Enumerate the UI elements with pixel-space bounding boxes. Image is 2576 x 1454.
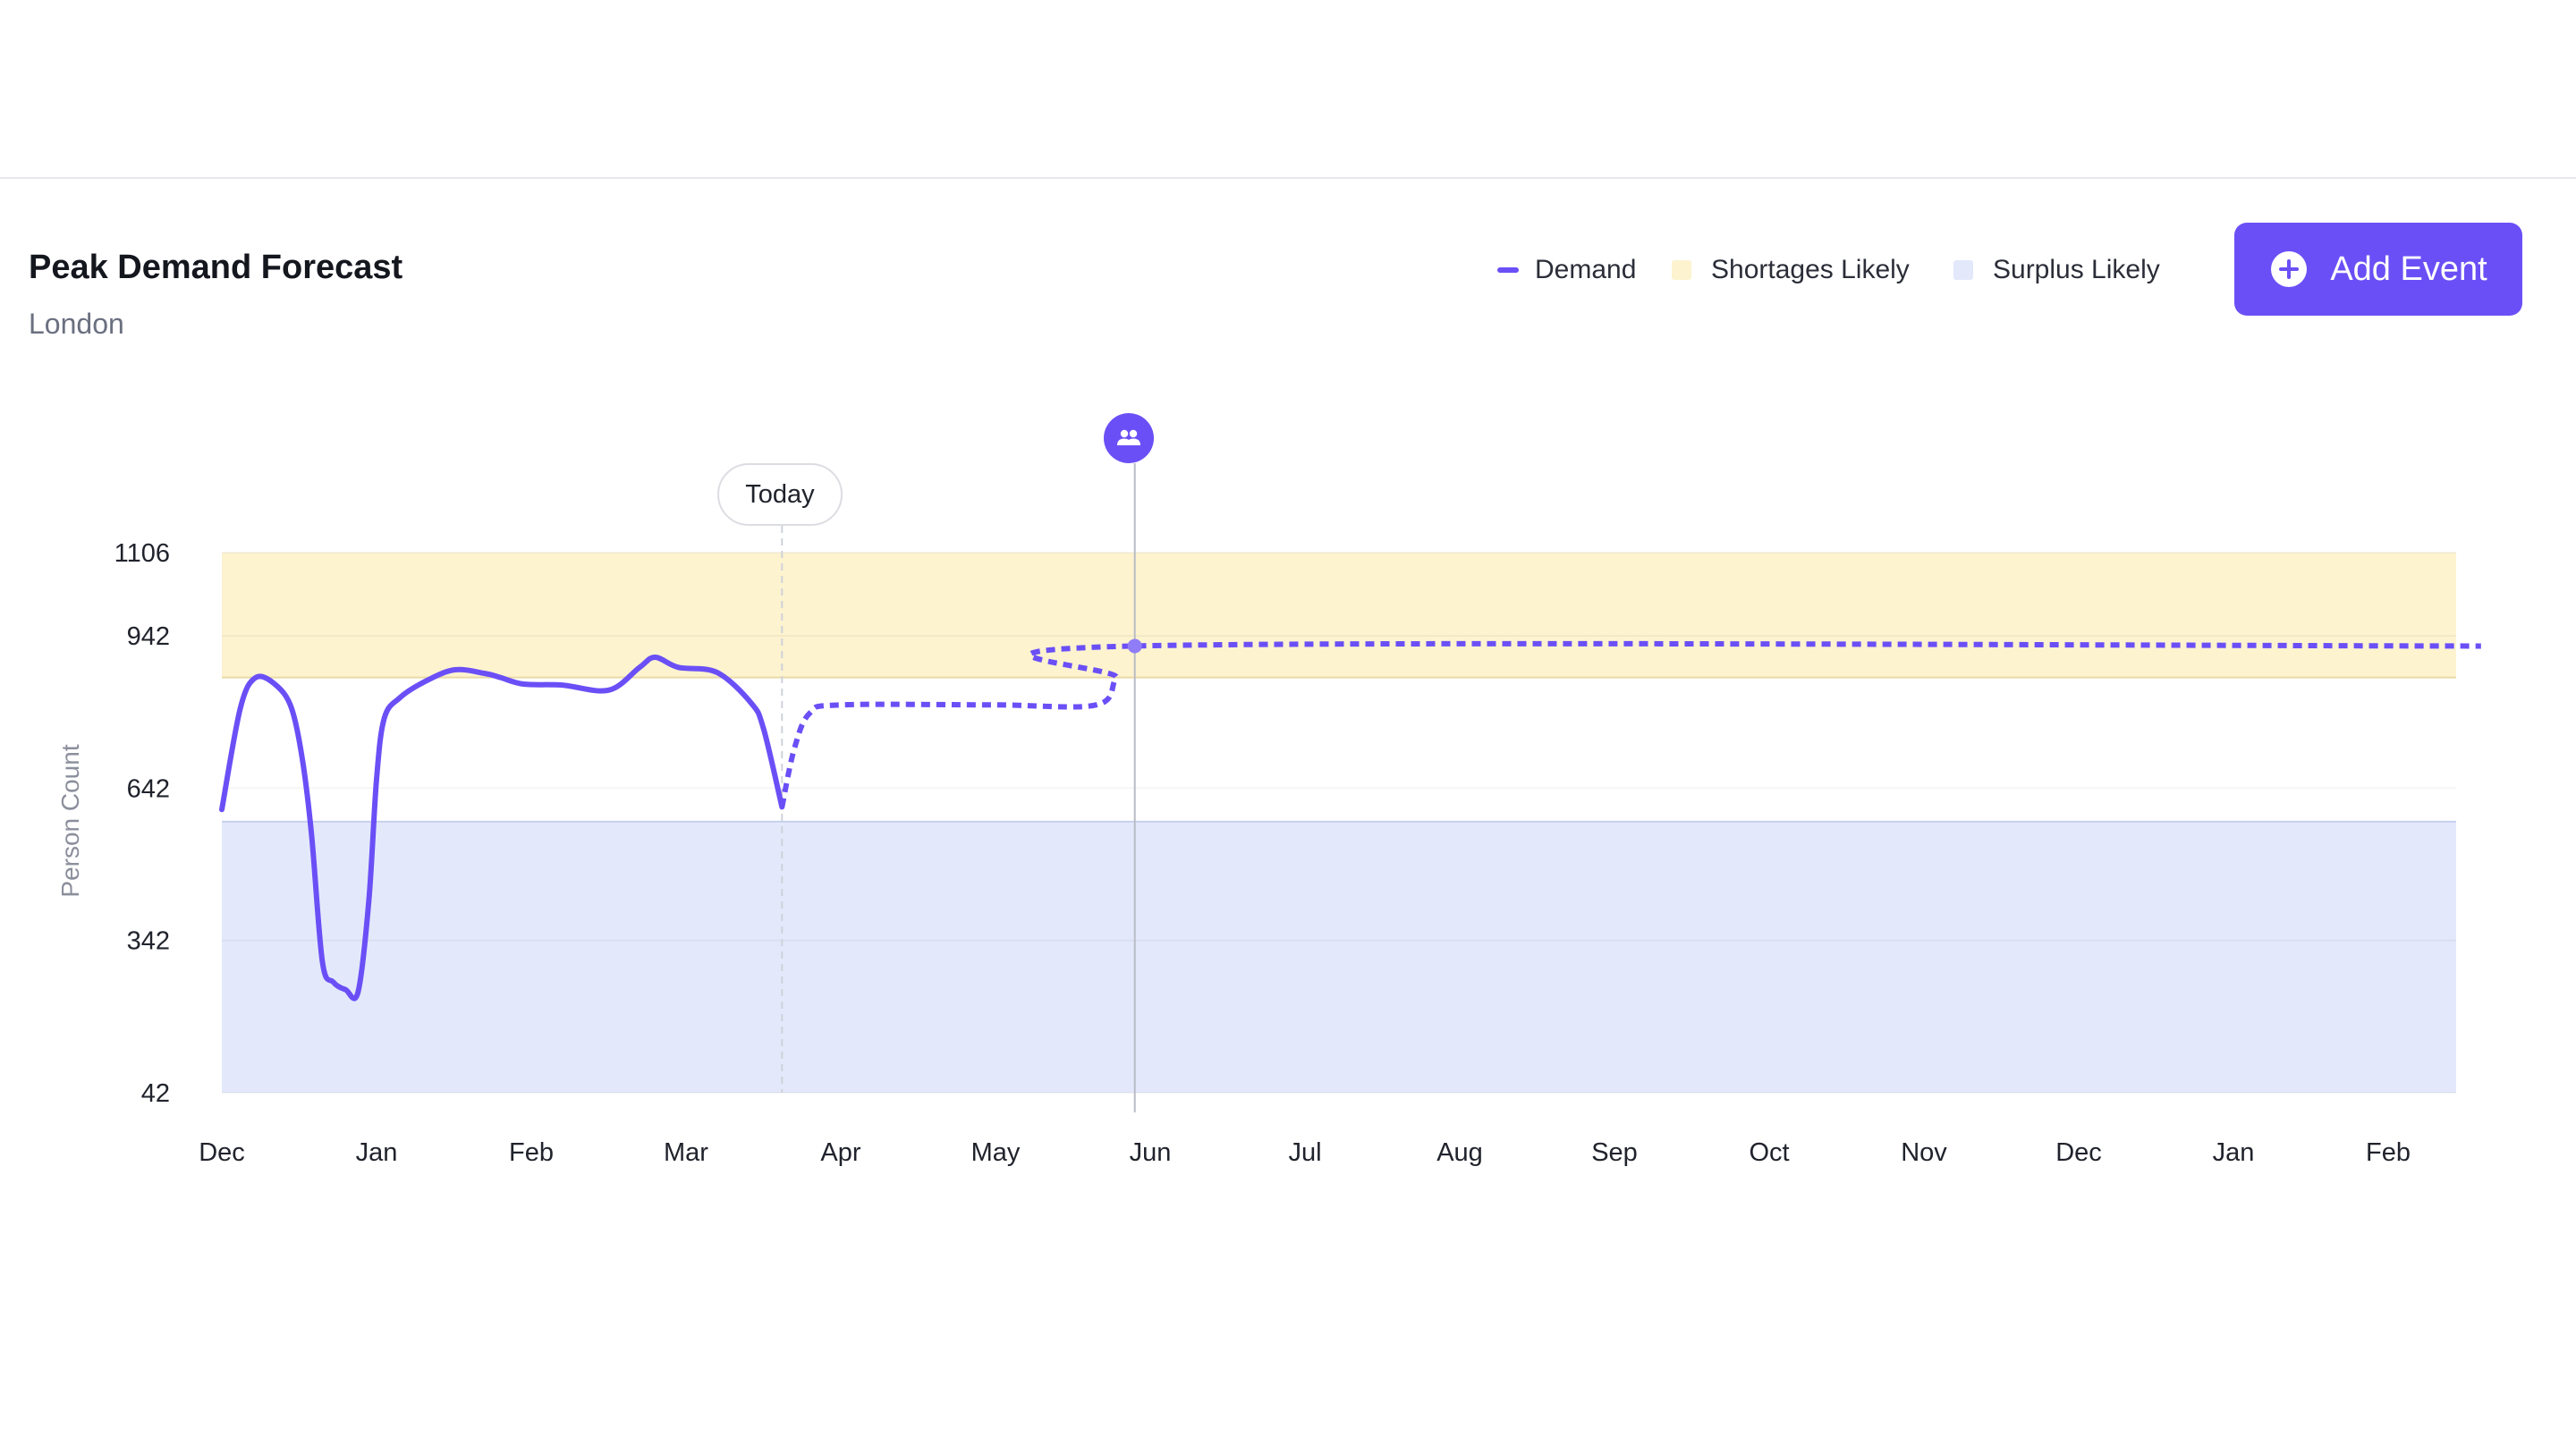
- legend-item-surplus: Surplus Likely: [1953, 250, 2160, 290]
- x-tick-label: May: [971, 1138, 1021, 1167]
- demand-series-solid: [219, 654, 785, 1002]
- today-marker-label: Today: [717, 463, 843, 526]
- demand-line-swatch-icon: [1497, 267, 1519, 273]
- x-tick-label: Mar: [664, 1138, 708, 1167]
- location-subtitle: London: [29, 308, 124, 340]
- x-tick-label: Sep: [1591, 1138, 1638, 1167]
- x-tick-label: Dec: [199, 1138, 245, 1167]
- y-tick-label: 42: [141, 1079, 170, 1108]
- x-tick-label: Nov: [1901, 1138, 1947, 1167]
- band-1: [222, 821, 2456, 1093]
- x-tick-label: Feb: [509, 1138, 554, 1167]
- add-event-button[interactable]: Add Event: [2234, 223, 2522, 316]
- y-axis-label: Person Count: [56, 744, 84, 897]
- page-title: Peak Demand Forecast: [29, 249, 403, 286]
- legend-label-shortages: Shortages Likely: [1711, 255, 1910, 284]
- demand-series-dashed: [779, 640, 2481, 808]
- shortages-swatch-icon: [1672, 260, 1691, 280]
- x-tick-label: Jan: [2213, 1138, 2255, 1167]
- surplus-swatch-icon: [1953, 260, 1973, 280]
- x-tick-label: Jan: [356, 1138, 398, 1167]
- top-divider: [0, 177, 2576, 179]
- x-tick-label: Feb: [2366, 1138, 2411, 1167]
- y-tick-label: 942: [127, 622, 170, 651]
- y-tick-label: 1106: [114, 539, 170, 568]
- x-tick-label: Dec: [2055, 1138, 2102, 1167]
- legend-label-surplus: Surplus Likely: [1993, 255, 2160, 284]
- plus-circle-icon: [2271, 251, 2308, 287]
- y-tick-label: 342: [127, 927, 170, 956]
- legend-item-demand: Demand: [1497, 250, 1636, 290]
- legend-item-shortages: Shortages Likely: [1672, 250, 1910, 290]
- add-event-label: Add Event: [2330, 249, 2487, 288]
- band-0: [222, 553, 2456, 678]
- x-tick-label: Jun: [1130, 1138, 1172, 1167]
- event-point: [1127, 638, 1142, 654]
- y-tick-label: 642: [127, 774, 170, 803]
- x-tick-label: Oct: [1749, 1138, 1789, 1167]
- event-marker[interactable]: [1104, 413, 1154, 463]
- x-tick-label: Jul: [1288, 1138, 1321, 1167]
- x-tick-label: Apr: [820, 1138, 860, 1167]
- x-tick-label: Aug: [1436, 1138, 1483, 1167]
- people-icon: [1117, 429, 1140, 445]
- legend-label-demand: Demand: [1535, 255, 1637, 284]
